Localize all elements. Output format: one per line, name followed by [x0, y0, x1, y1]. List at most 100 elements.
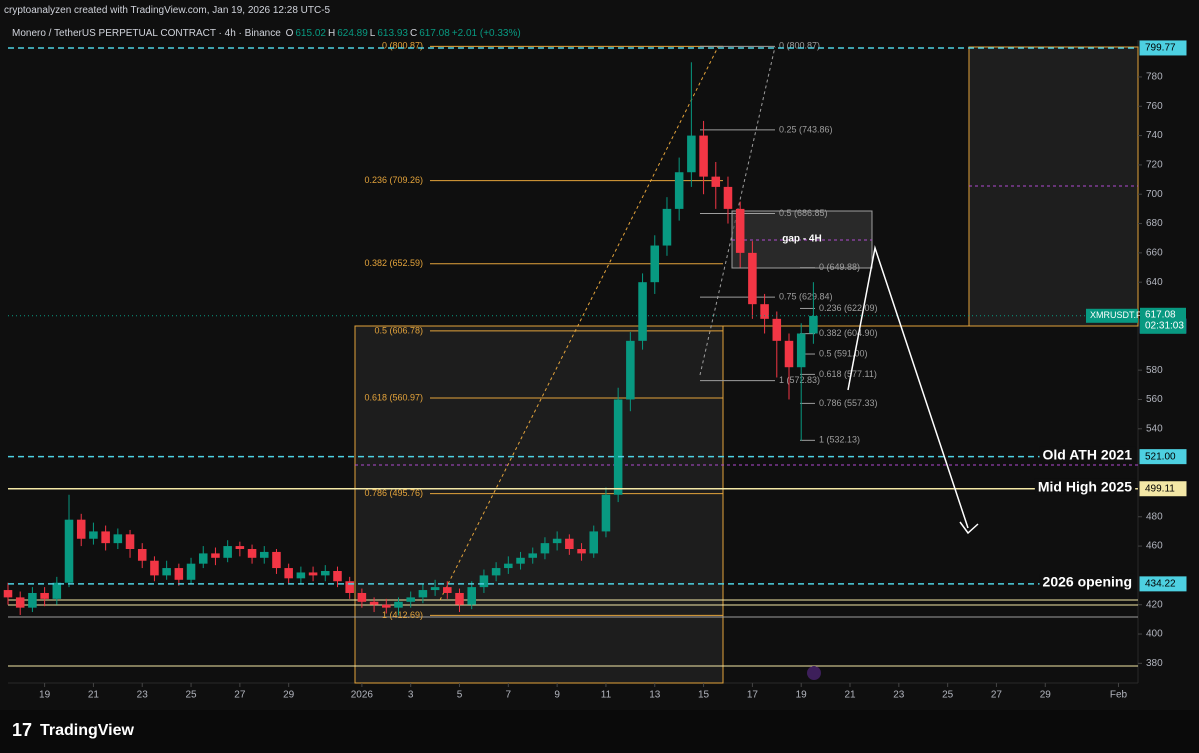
x-tick-label: 21	[88, 690, 100, 701]
candle-body	[40, 592, 49, 599]
range-box	[354, 325, 724, 684]
candle-body	[3, 590, 13, 598]
footer-logo: 17	[12, 720, 32, 740]
candle-body	[186, 563, 196, 580]
level-name: 2026 opening	[1043, 574, 1132, 590]
level-name-bg	[1039, 573, 1135, 590]
candle-body	[601, 494, 611, 532]
y-tick-label: 680	[1146, 218, 1163, 229]
ohlc-value: 615.02	[295, 28, 326, 39]
candle-body	[223, 546, 232, 558]
fib-label: 0 (649.88)	[819, 262, 860, 272]
candle-body	[552, 538, 562, 544]
price-badge	[1139, 576, 1187, 592]
candle-body	[15, 597, 25, 608]
candle-body	[247, 549, 257, 558]
candle-body	[748, 252, 757, 305]
x-tick-label: 19	[796, 690, 808, 701]
candle-body	[516, 557, 525, 564]
fib-label: 0.236 (622.09)	[819, 303, 878, 313]
candle-body	[284, 568, 293, 579]
candle-body	[723, 186, 733, 209]
candle-body	[382, 604, 391, 608]
candle-body	[430, 587, 440, 591]
candle-body	[113, 534, 123, 544]
y-tick-label: 660	[1146, 248, 1163, 259]
candle-body	[64, 519, 74, 583]
y-tick-label: 560	[1146, 394, 1163, 405]
candle-body	[687, 135, 696, 173]
ohlc-value: 617.08	[419, 28, 450, 39]
y-tick-label: 420	[1146, 599, 1163, 610]
candle-body	[772, 318, 782, 341]
candle-body	[638, 282, 647, 341]
candle-body	[467, 587, 476, 605]
y-tick-label: 580	[1146, 365, 1163, 376]
price-badge-label: 521.00	[1145, 451, 1176, 462]
candle-body	[150, 560, 159, 576]
x-tick-label: 23	[893, 690, 905, 701]
ohlc-change: +2.01 (+0.33%)	[451, 28, 521, 39]
candle-body	[760, 304, 769, 319]
candle-body	[345, 581, 354, 593]
candle-body	[76, 519, 86, 539]
fib-label: 0.618 (560.97)	[364, 392, 423, 402]
x-tick-label: 25	[942, 690, 954, 701]
gap-label: gap - 4H	[782, 234, 821, 245]
candle-body	[394, 601, 403, 608]
y-tick-label: 780	[1146, 72, 1163, 83]
level-name-bg	[1039, 446, 1136, 463]
y-tick-label: 460	[1146, 541, 1163, 552]
candle-body	[735, 208, 745, 253]
ohlc-key: H	[327, 28, 336, 39]
price-badge-label: 799.77	[1145, 43, 1176, 54]
ohlc-key: L	[369, 28, 376, 39]
fib-label: 1 (572.83)	[779, 375, 820, 385]
credit: cryptoanalyzen created with TradingView.…	[4, 5, 331, 16]
candle-body	[491, 568, 501, 576]
y-tick-label: 400	[1146, 629, 1163, 640]
fib-label: 1 (412.69)	[382, 610, 423, 620]
candle-body	[796, 333, 806, 368]
candle-body	[540, 543, 550, 554]
candle-body	[333, 570, 342, 582]
candle-body	[479, 575, 489, 588]
fib-label: 0.382 (604.90)	[819, 328, 878, 338]
candle-body	[626, 340, 635, 400]
x-tick-label: 21	[844, 690, 856, 701]
y-tick-label: 640	[1146, 277, 1163, 288]
x-tick-label: 9	[554, 690, 560, 701]
level-name: Old ATH 2021	[1043, 446, 1133, 462]
fib-label: 0.236 (709.26)	[364, 175, 423, 185]
candle-body	[272, 551, 281, 569]
y-tick-label: 480	[1146, 511, 1163, 522]
candle-body	[162, 568, 171, 576]
x-tick-label: Feb	[1110, 690, 1128, 701]
x-tick-label: 5	[457, 690, 463, 701]
candle-body	[198, 553, 208, 564]
candle-body	[443, 587, 452, 593]
candle-body	[211, 553, 220, 558]
candle-body	[504, 563, 513, 569]
candle-body	[528, 553, 538, 558]
y-tick-label: 720	[1146, 160, 1163, 171]
fib-label: 0.382 (652.59)	[364, 258, 423, 268]
fib-label: 0.5 (686.85)	[779, 208, 828, 218]
fib-label: 0 (800.87)	[779, 41, 820, 51]
x-tick-label: 23	[137, 690, 149, 701]
candle-body	[565, 538, 574, 550]
x-tick-label: 2026	[351, 690, 374, 701]
fib-label: 0.5 (591.00)	[819, 348, 868, 358]
candle-body	[809, 315, 818, 334]
candle-body	[711, 176, 721, 187]
x-tick-label: 3	[408, 690, 414, 701]
price-badge	[1139, 40, 1187, 56]
fib-label: 0.786 (557.33)	[819, 398, 878, 408]
x-tick-label: 13	[649, 690, 661, 701]
last-badge-label: 617.08	[1145, 309, 1176, 320]
x-tick-label: 29	[1040, 690, 1052, 701]
candle-body	[357, 592, 367, 602]
candle-body	[321, 570, 330, 576]
footer-brand: TradingView	[40, 722, 135, 739]
countdown: 02:31:03	[1145, 320, 1184, 331]
